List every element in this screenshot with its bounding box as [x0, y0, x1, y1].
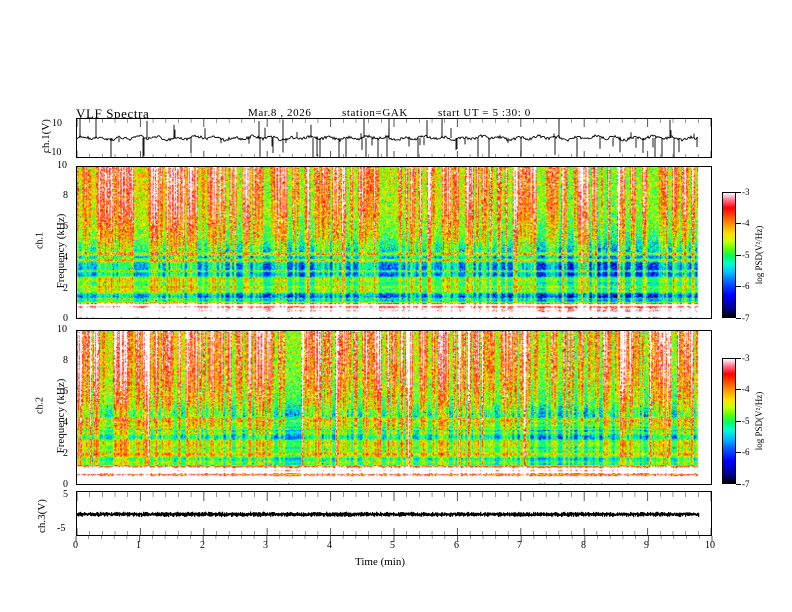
chart-date: Mar.8 , 2026	[248, 107, 312, 119]
colorbar-ch2-tick--4: -4	[742, 384, 750, 394]
colorbar-ch2-tick--6: -6	[742, 447, 750, 457]
ch1-waveform-panel	[76, 118, 712, 158]
ch3-waveform-panel	[76, 491, 712, 536]
ch3-wave-axis-label: ch.3(V)	[36, 499, 48, 533]
ch2-freq-tick-6: 6	[63, 386, 68, 397]
x-tick-0: 0	[73, 540, 78, 551]
colorbar-ch2-tick--3: -3	[742, 353, 750, 363]
ch2-spec-axis-label-line2: Frequency (kHz)	[55, 378, 67, 454]
ch1-spectrogram-panel	[76, 166, 712, 319]
ch3-wave-tick-5: 5	[63, 489, 68, 500]
ch2-spectrogram-panel	[76, 330, 712, 485]
ch1-freq-tick-0: 0	[63, 313, 68, 324]
x-axis-label: Time (min)	[355, 556, 406, 568]
ch3-wave-tick-neg5: -5	[57, 523, 66, 534]
x-tick-8: 8	[581, 540, 586, 551]
ch1-freq-tick-2: 2	[63, 283, 68, 294]
ch2-freq-tick-4: 4	[63, 417, 68, 428]
colorbar-ch1-tick--5: -5	[742, 250, 750, 260]
colorbar-ch1	[722, 192, 736, 318]
ch1-spec-axis-label-line1: ch.1	[34, 232, 46, 249]
colorbar-ch2-tick--5: -5	[742, 416, 750, 426]
ch1-freq-tick-6: 6	[63, 221, 68, 232]
colorbar-ch1-tick--3: -3	[742, 187, 750, 197]
ch2-freq-tick-8: 8	[63, 355, 68, 366]
ch2-freq-tick-10: 10	[57, 324, 67, 335]
ch1-wave-tick-neg10: -10	[48, 147, 62, 158]
colorbar-ch1-gradient	[723, 193, 735, 317]
x-tick-1: 1	[136, 540, 141, 551]
colorbar-ch1-tick--7: -7	[742, 313, 750, 323]
colorbar-ch2-gradient	[723, 359, 735, 483]
x-tick-6: 6	[454, 540, 459, 551]
ch1-freq-tick-4: 4	[63, 252, 68, 263]
colorbar-ch1-label: log PSD(V²/Hz)	[754, 225, 764, 285]
colorbar-ch2-label: log PSD(V²/Hz)	[754, 391, 764, 451]
ch1-freq-tick-10: 10	[57, 160, 67, 171]
ch1-freq-tick-8: 8	[63, 190, 68, 201]
ch2-freq-tick-0: 0	[63, 479, 68, 490]
ch1-spec-axis-label-line2: Frequency (kHz)	[55, 213, 67, 289]
x-tick-2: 2	[200, 540, 205, 551]
x-tick-5: 5	[390, 540, 395, 551]
x-tick-9: 9	[644, 540, 649, 551]
x-tick-10: 10	[705, 540, 715, 551]
ch2-spec-axis-label-line1: ch.2	[34, 397, 46, 414]
x-tick-3: 3	[263, 540, 268, 551]
colorbar-ch1-tick--6: -6	[742, 281, 750, 291]
colorbar-ch2	[722, 358, 736, 484]
colorbar-ch2-tick--7: -7	[742, 479, 750, 489]
chart-start-ut: start UT = 5 :30: 0	[438, 107, 531, 119]
ch2-freq-tick-2: 2	[63, 448, 68, 459]
x-tick-7: 7	[517, 540, 522, 551]
chart-station: station=GAK	[342, 107, 408, 119]
chart-title: VLF Spectra	[76, 106, 150, 121]
ch1-wave-tick-10: 10	[52, 118, 62, 129]
colorbar-ch1-tick--4: -4	[742, 218, 750, 228]
x-tick-4: 4	[327, 540, 332, 551]
